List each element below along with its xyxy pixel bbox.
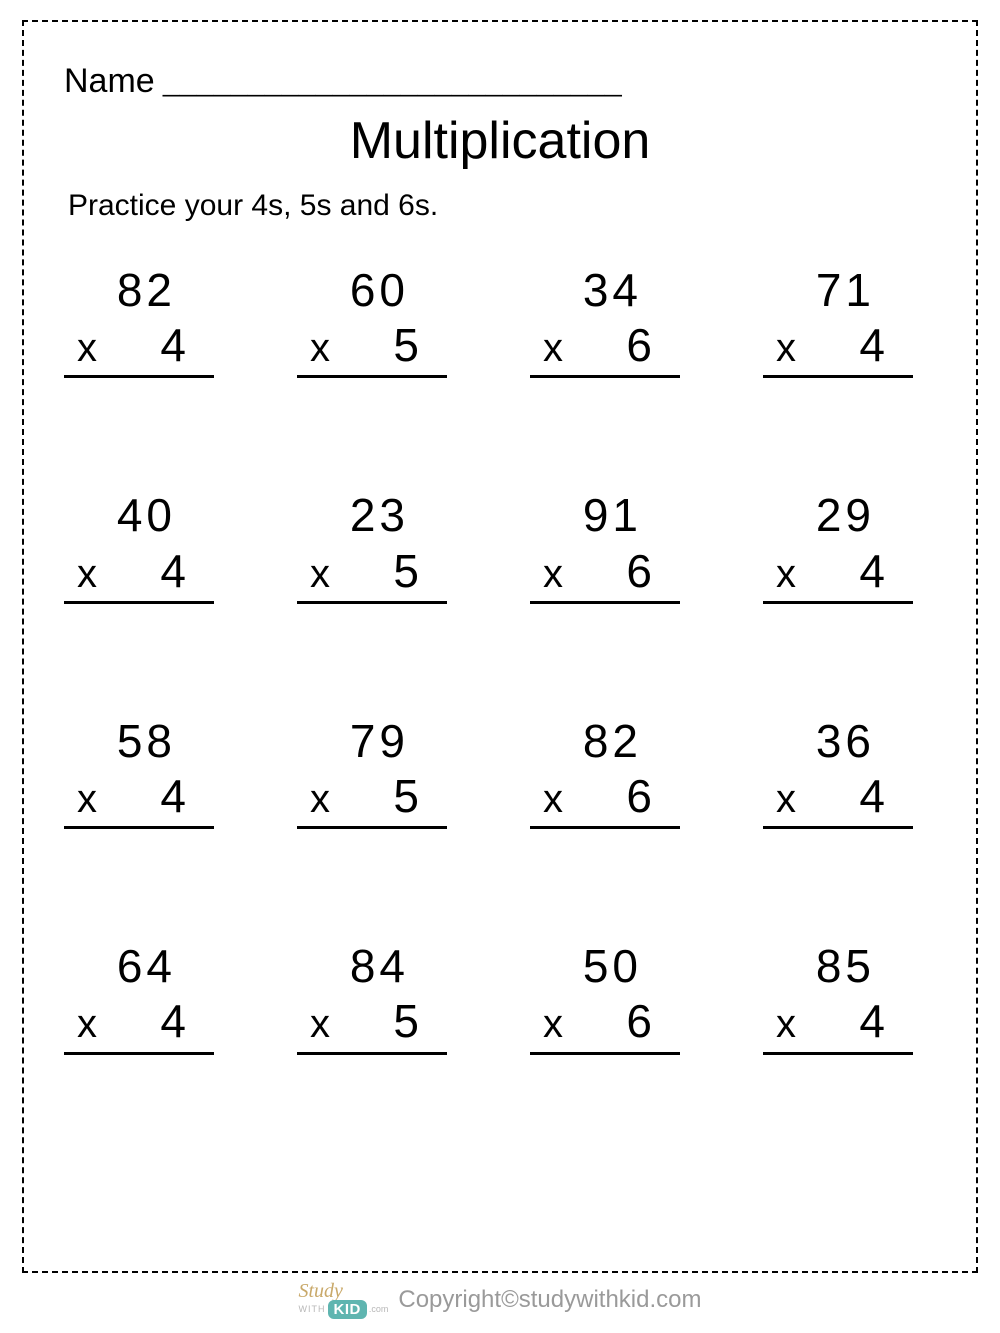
multiplier-row: x4 <box>64 544 214 604</box>
worksheet-page: Name ___________________________ Multipl… <box>22 20 978 1273</box>
operator: x <box>297 775 337 823</box>
operator: x <box>530 775 570 823</box>
multiplier: 4 <box>104 994 214 1049</box>
multiplier-row: x6 <box>530 544 680 604</box>
problem: 29x4 <box>763 488 913 603</box>
multiplier-row: x5 <box>297 769 447 829</box>
operator: x <box>530 324 570 372</box>
multiplicand: 82 <box>530 714 650 769</box>
problem: 23x5 <box>297 488 447 603</box>
multiplier: 6 <box>570 318 680 373</box>
operator: x <box>64 1000 104 1048</box>
problem: 36x4 <box>763 714 913 829</box>
problems-grid: 82x460x534x671x440x423x591x629x458x479x5… <box>54 263 946 1055</box>
problem: 50x6 <box>530 939 680 1054</box>
multiplicand: 50 <box>530 939 650 994</box>
problem: 40x4 <box>64 488 214 603</box>
logo-kid-badge: KID <box>328 1300 367 1320</box>
page-subtitle: Practice your 4s, 5s and 6s. <box>68 189 946 223</box>
multiplier-row: x4 <box>763 994 913 1054</box>
multiplier: 4 <box>104 318 214 373</box>
multiplier-row: x5 <box>297 544 447 604</box>
problem: 85x4 <box>763 939 913 1054</box>
multiplier: 4 <box>104 544 214 599</box>
problem: 82x6 <box>530 714 680 829</box>
multiplier-row: x6 <box>530 994 680 1054</box>
multiplier: 6 <box>570 769 680 824</box>
multiplicand: 23 <box>297 488 417 543</box>
multiplier: 4 <box>803 994 913 1049</box>
copyright-text: Copyright©studywithkid.com <box>398 1286 701 1314</box>
multiplicand: 36 <box>763 714 883 769</box>
problem: 58x4 <box>64 714 214 829</box>
multiplier-row: x4 <box>763 769 913 829</box>
operator: x <box>297 550 337 598</box>
operator: x <box>64 775 104 823</box>
problem: 84x5 <box>297 939 447 1054</box>
problem: 64x4 <box>64 939 214 1054</box>
multiplier: 4 <box>803 769 913 824</box>
operator: x <box>530 550 570 598</box>
multiplicand: 34 <box>530 263 650 318</box>
problem: 79x5 <box>297 714 447 829</box>
problem: 60x5 <box>297 263 447 378</box>
operator: x <box>64 550 104 598</box>
multiplier: 4 <box>104 769 214 824</box>
name-row: Name ___________________________ <box>64 62 946 101</box>
operator: x <box>763 775 803 823</box>
problem: 82x4 <box>64 263 214 378</box>
multiplicand: 40 <box>64 488 184 543</box>
multiplicand: 91 <box>530 488 650 543</box>
multiplier: 6 <box>570 994 680 1049</box>
operator: x <box>763 324 803 372</box>
multiplier: 6 <box>570 544 680 599</box>
operator: x <box>763 1000 803 1048</box>
multiplier-row: x5 <box>297 994 447 1054</box>
multiplier-row: x6 <box>530 318 680 378</box>
multiplicand: 85 <box>763 939 883 994</box>
multiplier-row: x4 <box>64 769 214 829</box>
page-title: Multiplication <box>54 111 946 171</box>
multiplier-row: x4 <box>64 318 214 378</box>
logo-com-text: .com <box>369 1305 389 1313</box>
operator: x <box>297 324 337 372</box>
multiplier: 5 <box>337 994 447 1049</box>
operator: x <box>763 550 803 598</box>
logo-with-text: WITH <box>299 1305 326 1313</box>
multiplier: 4 <box>803 318 913 373</box>
multiplier: 4 <box>803 544 913 599</box>
multiplier-row: x6 <box>530 769 680 829</box>
operator: x <box>297 1000 337 1048</box>
problem: 91x6 <box>530 488 680 603</box>
multiplier: 5 <box>337 769 447 824</box>
problem: 34x6 <box>530 263 680 378</box>
name-blank-line[interactable]: ___________________________ <box>163 63 753 101</box>
multiplier: 5 <box>337 318 447 373</box>
footer: Study WITH KID .com Copyright©studywithk… <box>0 1282 1000 1320</box>
multiplicand: 29 <box>763 488 883 543</box>
multiplier: 5 <box>337 544 447 599</box>
logo-study-text: Study <box>299 1282 343 1300</box>
multiplicand: 58 <box>64 714 184 769</box>
multiplicand: 71 <box>763 263 883 318</box>
multiplicand: 82 <box>64 263 184 318</box>
multiplicand: 64 <box>64 939 184 994</box>
multiplier-row: x4 <box>763 544 913 604</box>
multiplicand: 60 <box>297 263 417 318</box>
problem: 71x4 <box>763 263 913 378</box>
name-label: Name <box>64 62 155 101</box>
multiplicand: 79 <box>297 714 417 769</box>
footer-logo: Study WITH KID .com <box>299 1282 389 1320</box>
multiplicand: 84 <box>297 939 417 994</box>
multiplier-row: x5 <box>297 318 447 378</box>
multiplier-row: x4 <box>763 318 913 378</box>
logo-bottom-row: WITH KID .com <box>299 1300 389 1320</box>
operator: x <box>64 324 104 372</box>
multiplier-row: x4 <box>64 994 214 1054</box>
operator: x <box>530 1000 570 1048</box>
